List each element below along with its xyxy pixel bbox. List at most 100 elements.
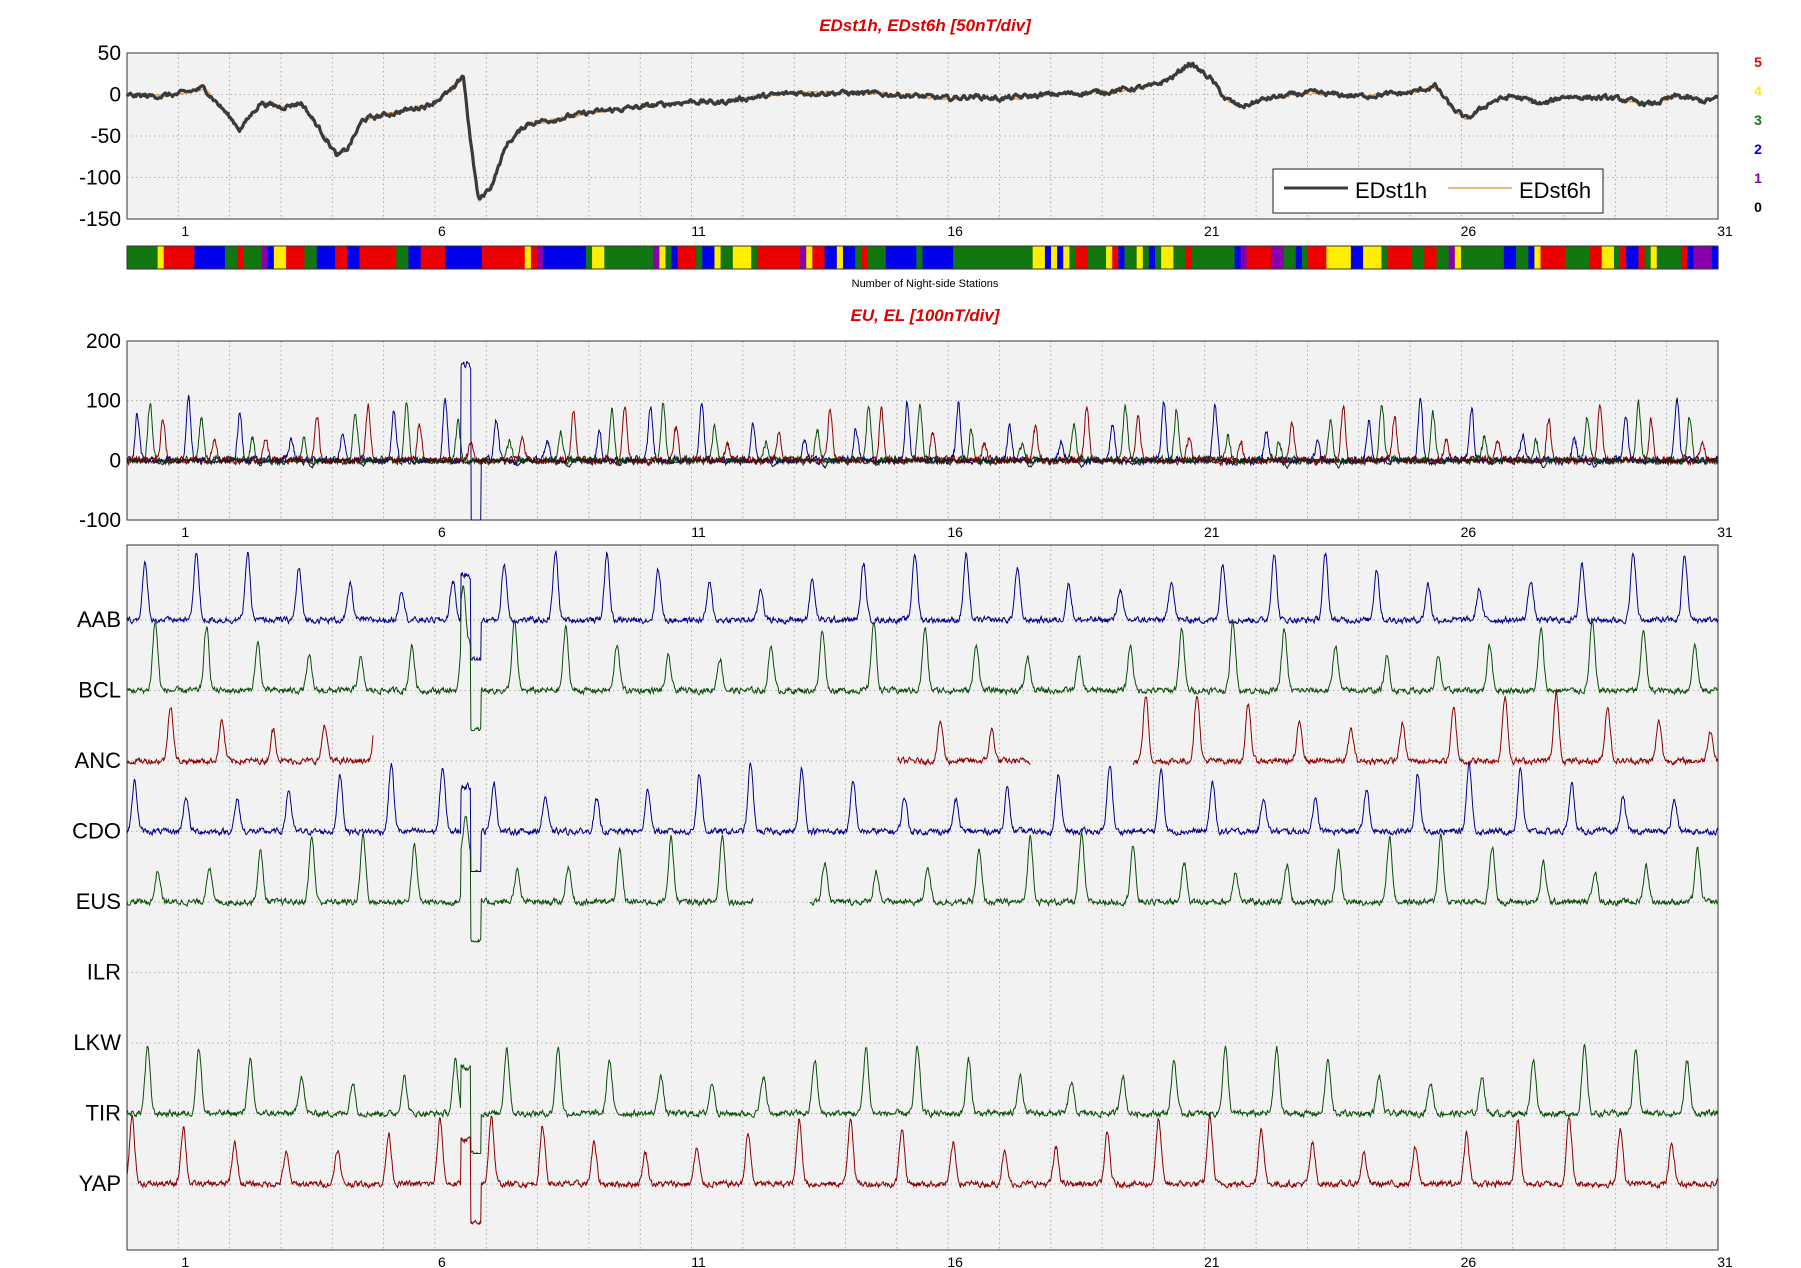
stations-xtick-label: 11 [691,1254,706,1268]
stations-bar-segment [1534,246,1542,269]
stations-bar-segment [151,246,159,269]
legend-label-edst1h: EDst1h [1355,178,1427,203]
stations-bar-segment [1161,246,1168,269]
stations-bar-segment [1675,246,1682,269]
dst-ytick-label: 50 [98,42,121,65]
stations-bar-segment [1203,246,1211,269]
stations-bar-segment [953,246,960,269]
stations-bar-segment [316,246,324,269]
scale-label-2: 2 [1754,141,1762,157]
stations-bar-segment [794,246,801,269]
stations-bar-segment [959,246,966,269]
stations-bar-segment [524,246,532,269]
stations-bar-segment [139,246,146,269]
stations-bar-segment [873,246,881,269]
stations-bar-segment [384,246,391,269]
series-edst1h [125,61,1719,201]
stations-bar-segment [292,246,299,269]
stations-bar-segment [1669,246,1676,269]
stations-bar-segment [1711,246,1719,269]
stations-bar-segment [488,246,495,269]
stations-bar-segment [1216,246,1223,269]
stations-bar-segment [304,246,312,269]
stations-bar-segment [671,246,679,269]
stations-bar-segment [738,246,746,269]
stations-bar-segment [910,246,917,269]
stations-bar-segment [237,246,244,269]
stations-bar-segment [212,246,220,269]
stations-bar-segment [463,246,471,269]
stations-bar-segment [1638,246,1646,269]
stations-bar-segment [231,246,238,269]
stations-bar-segment [1044,246,1052,269]
stations-bar-segment [157,246,165,269]
stations-bar-segment [530,246,538,269]
station-label-cdo: CDO [72,819,121,844]
scale-label-4: 4 [1754,83,1762,99]
stations-bar-segment [1344,246,1352,269]
stations-bar-segment [1613,246,1621,269]
stations-bar-segment [1271,246,1279,269]
stations-bar-segment [922,246,930,269]
stations-bar-segment [1656,246,1664,269]
stations-bar-segment [983,246,991,269]
station-label-tir: TIR [86,1101,121,1126]
stations-bar-segment [1607,246,1615,269]
stations-bar-segment [1479,246,1487,269]
station-label-anc: ANC [75,748,122,773]
stations-bar-segment [800,246,807,269]
stations-bar-segment [451,246,459,269]
stations-bar-segment [414,246,422,269]
stations-bar-segment [1509,246,1517,269]
station-label-yap: YAP [79,1171,121,1196]
stations-bar-segment [904,246,911,269]
stations-xtick-label: 26 [1461,1254,1477,1268]
stations-bar-segment [1405,246,1413,269]
stations-bar-segment [867,246,875,269]
stations-bar-segment [494,246,501,269]
stations-bar-segment [1516,246,1523,269]
stations-bar-segment [1601,246,1609,269]
stations-bar-segment [1577,246,1584,269]
stations-bar-segment [610,246,618,269]
stations-bar-segment [1026,246,1034,269]
stations-bar-segment [1173,246,1181,269]
stations-bar-segment [714,246,722,269]
stations-bar-segment [928,246,936,269]
stations-bar-segment [1063,246,1070,269]
stations-bar-segment [1155,246,1162,269]
stations-bar-segment [812,246,820,269]
stations-bar-segment [1246,246,1254,269]
eu-el-xtick-label: 31 [1717,524,1733,540]
stations-bar-segment [1662,246,1670,269]
stations-bar-segment [267,246,275,269]
stations-bar-segment [995,246,1003,269]
stations-bar-segment [261,246,269,269]
stations-bar-segment [1185,246,1193,269]
dst-frame [126,52,1719,220]
stations-bar-segment [175,246,183,269]
stations-bar-segment [1283,246,1291,269]
stations-bar-segment [322,246,330,269]
stations-bar-segment [1314,246,1321,269]
stations-bar-segment [1252,246,1260,269]
stations-xtick-label: 31 [1717,1254,1733,1268]
eu-el-xtick-label: 21 [1204,524,1220,540]
stations-bar-segment [359,246,367,269]
stations-bar-segment [1148,246,1156,269]
stations-bar-segment [1503,246,1511,269]
stations-bar-segment [1552,246,1560,269]
stations-bar-segment [775,246,783,269]
stations-bar-segment [622,246,630,269]
stations-bar-segment [365,246,373,269]
stations-bar-segment [818,246,826,269]
stations-bar-segment [1681,246,1688,269]
stations-bar-segment [1320,246,1327,269]
stations-bar-segment [1142,246,1150,269]
stations-bar-segment [1565,246,1572,269]
stations-bar-segment [1277,246,1285,269]
stations-bar-segment [1259,246,1266,269]
stations-bar-frame [126,245,1719,270]
stations-bar-segment [934,246,942,269]
